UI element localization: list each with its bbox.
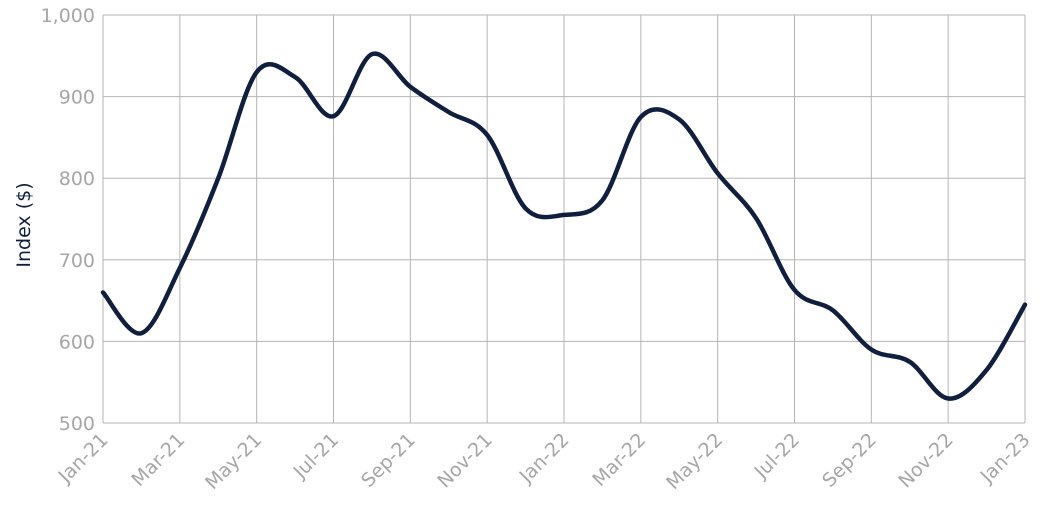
x-tick-label: May-22	[662, 429, 727, 494]
x-tick-label: Sep-21	[357, 429, 420, 492]
x-tick-label: Nov-21	[433, 429, 496, 492]
x-tick-label: Jan-22	[515, 429, 574, 488]
y-axis-label: Index ($)	[13, 182, 35, 267]
x-tick-label: Sep-22	[818, 429, 881, 492]
y-tick-label: 1,000	[41, 5, 95, 27]
x-tick-label: Jul-21	[289, 429, 343, 483]
y-tick-label: 800	[59, 168, 95, 190]
x-tick-label: Nov-22	[894, 429, 957, 492]
x-tick-label: Jan-21	[54, 429, 113, 488]
y-tick-label: 700	[59, 250, 95, 272]
x-tick-label: Jan-23	[976, 429, 1035, 488]
y-tick-label: 500	[59, 413, 95, 435]
y-tick-label: 900	[59, 87, 95, 109]
data-line	[100, 51, 1028, 401]
x-tick-label: Mar-21	[127, 429, 189, 491]
x-tick-label: Mar-22	[588, 429, 650, 491]
y-tick-label: 600	[59, 331, 95, 353]
x-tick-label: Jul-22	[750, 429, 804, 483]
x-tick-label: May-21	[201, 429, 266, 494]
